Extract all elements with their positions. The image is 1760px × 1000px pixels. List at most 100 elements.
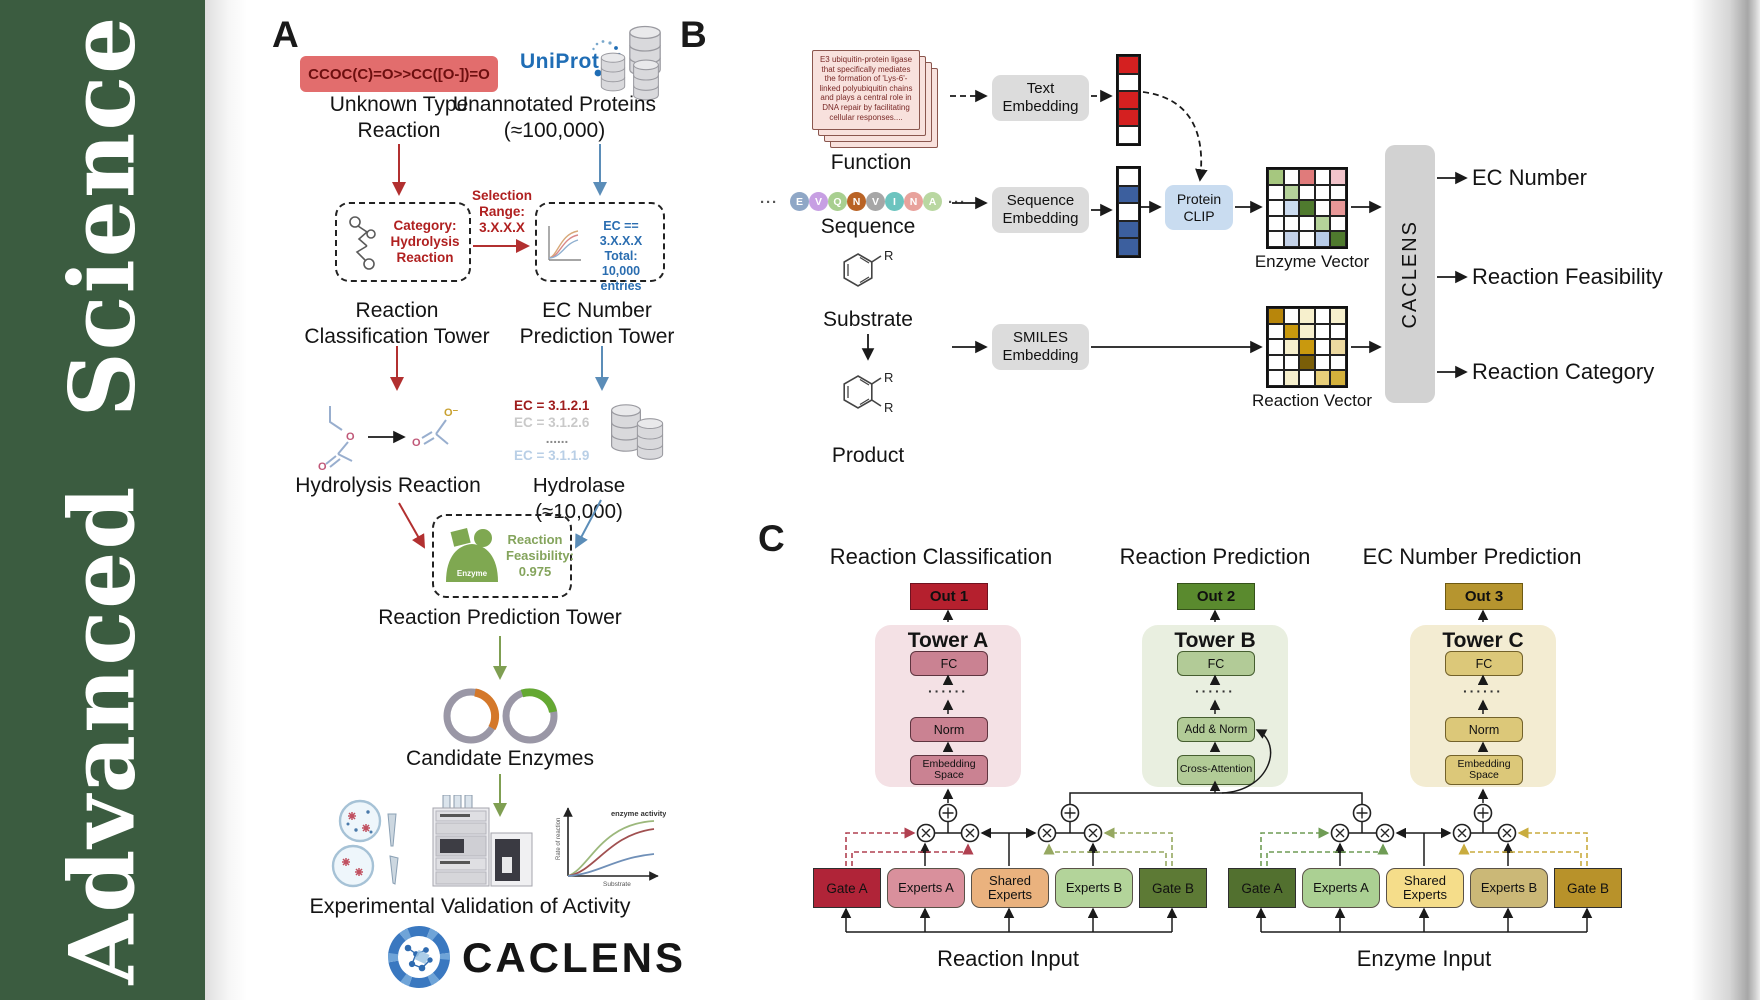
vector-cell: [1283, 354, 1299, 370]
vector-cell: [1283, 200, 1299, 216]
vector-cell: [1118, 168, 1139, 186]
database-stack-icon: [600, 25, 661, 101]
vector-cell: [1314, 339, 1330, 355]
hplc-instrument-icon: [432, 795, 533, 887]
reaction-category-box: Category: Hydrolysis Reaction: [335, 202, 471, 282]
residue-N: N: [904, 192, 923, 211]
function-description: E3 ubiquitin-protein ligase that specifi…: [819, 55, 913, 122]
page-fold-shading-right: [1692, 0, 1760, 1000]
reaction-input-label: Reaction Input: [937, 946, 1079, 971]
vector-cell: [1283, 370, 1299, 386]
ec-candidates-list: EC = 3.1.2.1 EC = 3.1.2.6 ...... EC = 3.…: [514, 398, 610, 464]
vector-cell: [1118, 108, 1139, 126]
tower-b-dots: ······: [1195, 683, 1235, 699]
vector-cell: [1118, 185, 1139, 203]
protein-clip-box: Protein CLIP: [1165, 185, 1233, 230]
enzyme-experts-a: Experts A: [1302, 868, 1380, 908]
vector-cell: [1118, 56, 1139, 74]
vector-cell: [1268, 308, 1284, 324]
residue-Q: Q: [828, 192, 847, 211]
residue-I: I: [885, 192, 904, 211]
journal-name: Advanced Science: [49, 14, 156, 985]
enzyme-activity-graph: enzyme activity Rate of reaction Substra…: [556, 807, 666, 888]
out3-box: Out 3: [1445, 583, 1523, 610]
vector-cell: [1314, 323, 1330, 339]
output-ec-number: EC Number: [1472, 165, 1587, 190]
vector-cell: [1118, 238, 1139, 256]
vector-cell: [1283, 308, 1299, 324]
product-r-label: R: [884, 370, 893, 385]
residue-A: A: [923, 192, 942, 211]
unannotated-proteins-label: Unannotated Proteins (≈100,000): [452, 93, 657, 142]
residue-E: E: [790, 192, 809, 211]
ec-item: EC = 3.1.1.9: [514, 447, 590, 463]
category-line3: Reaction: [396, 250, 454, 265]
vector-cell: [1268, 215, 1284, 231]
page-fold-shading-left: [205, 0, 247, 1000]
product-r-label: R: [884, 400, 893, 415]
output-reaction-category: Reaction Category: [1472, 359, 1655, 384]
vector-cell: [1314, 215, 1330, 231]
reaction-feasibility-box: Enzyme Reaction Feasibility: 0.975: [432, 514, 574, 598]
enzyme-icon: Enzyme: [446, 528, 498, 582]
category-line1: Category:: [393, 218, 457, 233]
function-label: Function: [830, 151, 912, 174]
tower-c-dots: ······: [1463, 683, 1503, 699]
vector-cell: [1299, 169, 1315, 185]
text-embedding-vector: [1116, 54, 1141, 146]
function-card: E3 ubiquitin-protein ligase that specifi…: [812, 50, 920, 130]
vector-cell: [1118, 91, 1139, 109]
acetate-molecule-icon: O⁻ O: [412, 407, 459, 449]
vector-cell: [1314, 370, 1330, 386]
smiles-string: CCOC(C)=O>>CC([O-])=O: [308, 65, 490, 83]
vector-cell: [1299, 354, 1315, 370]
ec-box-line1: EC == 3.X.X.X: [599, 219, 643, 248]
enzyme-experts-b: Experts B: [1470, 868, 1548, 908]
vector-cell: [1330, 354, 1346, 370]
ec-box-line2: Total: 10,000: [601, 249, 641, 278]
vector-cell: [1283, 215, 1299, 231]
vector-cell: [1330, 370, 1346, 386]
tower-b-add-norm-layer: Add & Norm: [1177, 717, 1255, 742]
ec-item: EC = 3.1.2.1: [514, 398, 590, 413]
vector-cell: [1118, 126, 1139, 144]
task-title-reaction-classification: Reaction Classification: [829, 544, 1053, 569]
tower-a-title: Tower A: [907, 629, 989, 652]
text-embedding-box: Text Embedding: [992, 75, 1089, 121]
vector-cell: [1268, 231, 1284, 247]
product-label: Product: [831, 444, 905, 467]
vector-cell: [1283, 323, 1299, 339]
vector-cell: [1330, 184, 1346, 200]
sequence-embedding-box: Sequence Embedding: [992, 187, 1089, 233]
vector-cell: [1330, 215, 1346, 231]
vector-cell: [1299, 323, 1315, 339]
vector-cell: [1314, 200, 1330, 216]
vector-cell: [1299, 215, 1315, 231]
substrate-label: Substrate: [823, 308, 913, 331]
vector-cell: [1283, 169, 1299, 185]
vector-cell: [1299, 184, 1315, 200]
residue-N: N: [847, 192, 866, 211]
ester-molecule-icon: O O: [318, 406, 355, 473]
smiles-reaction-box: CCOC(C)=O>>CC([O-])=O: [300, 56, 498, 92]
substrate-molecule-icon: R: [843, 248, 893, 287]
svg-text:O: O: [318, 461, 327, 473]
out1-box: Out 1: [910, 583, 988, 610]
reaction-shared-experts: Shared Experts: [971, 868, 1049, 908]
smiles-embedding-box: SMILES Embedding: [992, 324, 1089, 370]
vector-cell: [1314, 308, 1330, 324]
tower-a-fc-layer: FC: [910, 651, 988, 676]
feasibility-value: 0.975: [518, 564, 552, 579]
database-stack-icon-2: [610, 404, 664, 460]
ec-number-prediction-tower-label: EC Number Prediction Tower: [519, 299, 675, 348]
caclens-module: CACLENS: [1385, 145, 1435, 403]
tower-b: Tower B FC ······ Add & Norm Cross-Atten…: [1142, 625, 1288, 787]
vector-cell: [1314, 354, 1330, 370]
panel-c-label: C: [758, 518, 785, 559]
residue-V: V: [866, 192, 885, 211]
vector-cell: [1283, 339, 1299, 355]
reaction-prediction-tower-label: Reaction Prediction Tower: [378, 606, 622, 629]
uniprot-logo: UniProt: [520, 50, 600, 73]
vector-cell: [1330, 308, 1346, 324]
